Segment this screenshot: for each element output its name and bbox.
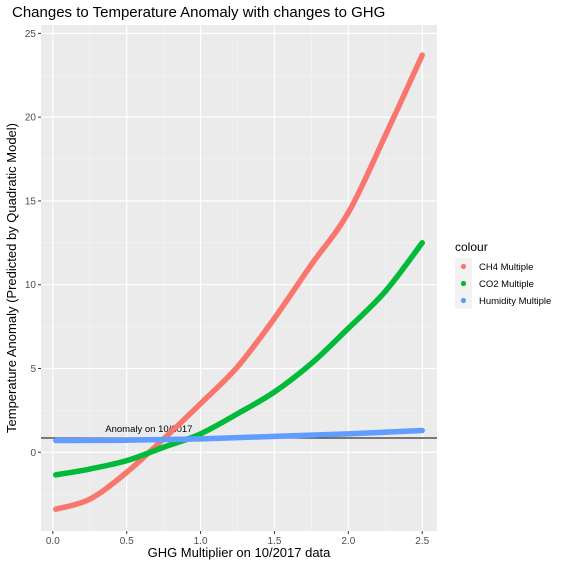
x-tick-label: 0.0 [46,536,60,547]
legend: colour CH4 Multiple CO2 Multiple Humidity … [455,240,551,309]
y-tick-label: 25 [25,29,37,40]
legend-marker-ch4-multiple [460,263,467,270]
legend-marker-co2-multiple [460,280,467,287]
x-tick-label: 2.0 [341,536,355,547]
series-line-humidity-multiple [53,427,425,444]
series-line-co2-multiple [53,240,425,478]
x-tick-label: 0.5 [120,536,134,547]
y-tick-label: 20 [25,113,37,124]
series-group [53,52,425,512]
x-axis-title: GHG Multiplier on 10/2017 data [148,545,332,560]
x-tick-label: 2.5 [415,536,429,547]
legend-label-co2-multiple: CO2 Multiple [479,279,534,290]
legend-label-ch4-multiple: CH4 Multiple [479,262,533,273]
chart-title: Changes to Temperature Anomaly with chan… [12,4,385,21]
legend-marker-humidity-multiple [460,297,467,304]
series-line-ch4-multiple [53,52,425,512]
y-axis-title: Temperature Anomaly (Predicted by Quadra… [4,123,19,433]
legend-title: colour [455,240,488,254]
y-tick-label: 0 [30,448,36,459]
y-tick-label: 10 [25,280,37,291]
y-axis: 0 5 10 15 20 25 [25,29,41,459]
x-tick-label: 1.0 [194,536,208,547]
y-tick-label: 15 [25,196,37,207]
legend-label-humidity-multiple: Humidity Multiple [479,296,551,307]
y-tick-label: 5 [30,364,36,375]
x-axis: 0.0 0.5 1.0 1.5 2.0 2.5 [46,531,430,547]
reference-line-label: Anomaly on 10/2017 [105,424,192,435]
plot-panel [41,25,437,531]
x-tick-label: 1.5 [268,536,282,547]
grid [41,25,437,531]
